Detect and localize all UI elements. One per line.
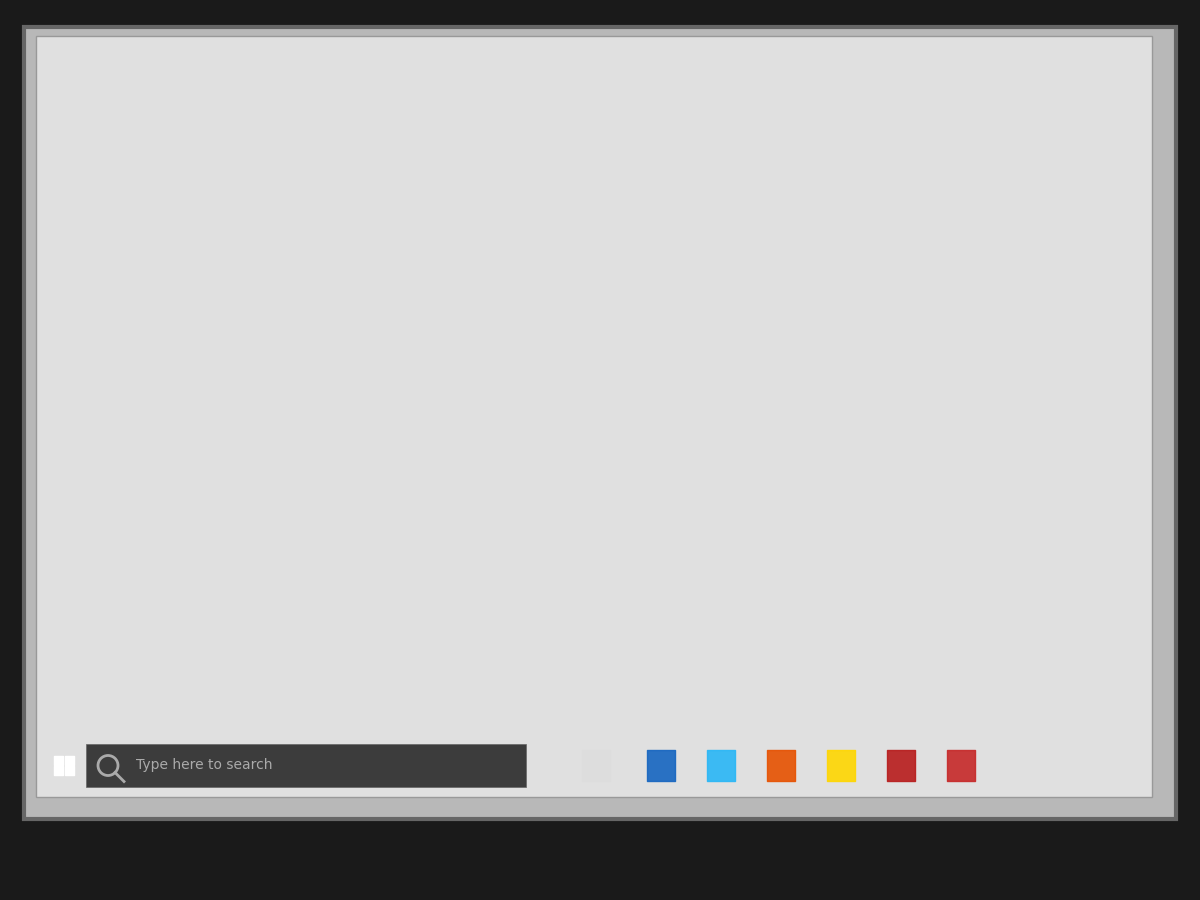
Text: +: +: [251, 268, 266, 286]
Text: ▼: ▼: [1042, 442, 1049, 452]
Text: C: C: [460, 158, 467, 167]
Text: The following circuit has been in this state for a very long time.  Determine vᴄ: The following circuit has been in this s…: [180, 410, 1096, 423]
Text: inductor.  In both cases, pay attention to the sign of the voltage and the direc: inductor. In both cases, pay attention t…: [180, 450, 1078, 463]
Text: iʟ=: iʟ=: [180, 606, 206, 624]
Text: answers.  If one of your answers is 830mV and the answer is in Volts, then just : answers. If one of your answers is 830mV…: [180, 530, 965, 543]
Text: Amps: Amps: [538, 606, 584, 624]
FancyBboxPatch shape: [239, 596, 518, 633]
Text: Type here to search: Type here to search: [136, 759, 272, 772]
Text: +: +: [416, 165, 430, 183]
Text: 6A: 6A: [863, 284, 889, 302]
Text: V: V: [440, 154, 452, 172]
Text: Volts: Volts: [538, 539, 577, 557]
Text: place.  Do not write any more than one decimal place.  Your answer must be conve: place. Do not write any more than one de…: [180, 490, 1072, 503]
Bar: [86, 743, 526, 787]
Text: i: i: [528, 176, 532, 191]
Text: 5Ω: 5Ω: [313, 177, 336, 195]
Text: 6Ω: 6Ω: [698, 284, 721, 302]
FancyBboxPatch shape: [239, 529, 518, 566]
Text: −: −: [462, 165, 478, 183]
Text: 3Ω: 3Ω: [528, 284, 551, 302]
Text: −: −: [251, 301, 266, 320]
Text: L: L: [541, 185, 547, 195]
Text: 30V: 30V: [174, 284, 210, 302]
Text: 3F: 3F: [440, 241, 461, 259]
Text: 10Ω: 10Ω: [407, 284, 442, 302]
Text: Vᴄ=: Vᴄ=: [180, 539, 214, 557]
Text: 2H: 2H: [592, 173, 614, 191]
